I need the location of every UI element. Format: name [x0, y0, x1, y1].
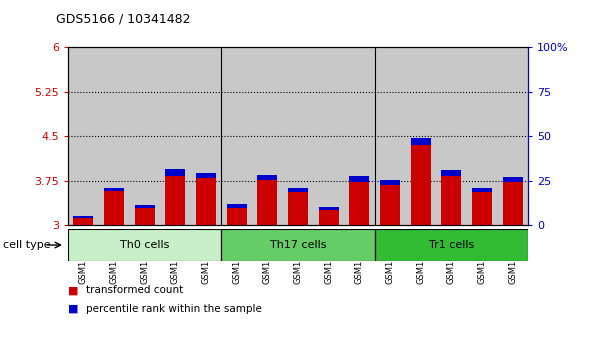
- Bar: [104, 191, 124, 225]
- Bar: [288, 188, 308, 192]
- Bar: [441, 176, 461, 225]
- Bar: [288, 192, 308, 225]
- Bar: [99, 47, 129, 225]
- Bar: [380, 185, 400, 225]
- Bar: [196, 174, 216, 178]
- Bar: [472, 192, 492, 225]
- Bar: [313, 47, 344, 225]
- Bar: [227, 208, 247, 225]
- Bar: [135, 208, 155, 225]
- Bar: [283, 47, 313, 225]
- Bar: [503, 182, 523, 225]
- Bar: [196, 178, 216, 225]
- Bar: [319, 210, 339, 225]
- Bar: [319, 207, 339, 210]
- Text: cell type: cell type: [3, 240, 51, 250]
- Text: ■: ■: [68, 285, 78, 295]
- Bar: [227, 204, 247, 208]
- Text: Th0 cells: Th0 cells: [120, 240, 169, 250]
- Bar: [497, 47, 528, 225]
- Bar: [68, 229, 221, 261]
- Bar: [104, 188, 124, 191]
- Bar: [68, 47, 99, 225]
- Text: Tr1 cells: Tr1 cells: [429, 240, 474, 250]
- Bar: [73, 216, 93, 218]
- Text: ■: ■: [68, 303, 78, 314]
- Bar: [221, 229, 375, 261]
- Bar: [129, 47, 160, 225]
- Bar: [252, 47, 283, 225]
- Bar: [503, 177, 523, 182]
- Bar: [160, 47, 191, 225]
- Text: Th17 cells: Th17 cells: [270, 240, 326, 250]
- Bar: [436, 47, 467, 225]
- Bar: [349, 176, 369, 182]
- Bar: [472, 188, 492, 192]
- Bar: [411, 138, 431, 145]
- Bar: [441, 170, 461, 176]
- Bar: [380, 180, 400, 185]
- Bar: [221, 47, 252, 225]
- Bar: [375, 47, 405, 225]
- Text: GDS5166 / 10341482: GDS5166 / 10341482: [56, 12, 191, 25]
- Bar: [257, 175, 277, 180]
- Bar: [411, 145, 431, 225]
- Bar: [135, 205, 155, 208]
- Text: percentile rank within the sample: percentile rank within the sample: [86, 303, 261, 314]
- Bar: [165, 169, 185, 176]
- Text: transformed count: transformed count: [86, 285, 183, 295]
- Bar: [257, 180, 277, 225]
- Bar: [165, 176, 185, 225]
- Bar: [467, 47, 497, 225]
- Bar: [375, 229, 528, 261]
- Bar: [349, 182, 369, 225]
- Bar: [191, 47, 221, 225]
- Bar: [344, 47, 375, 225]
- Bar: [405, 47, 436, 225]
- Bar: [73, 218, 93, 225]
